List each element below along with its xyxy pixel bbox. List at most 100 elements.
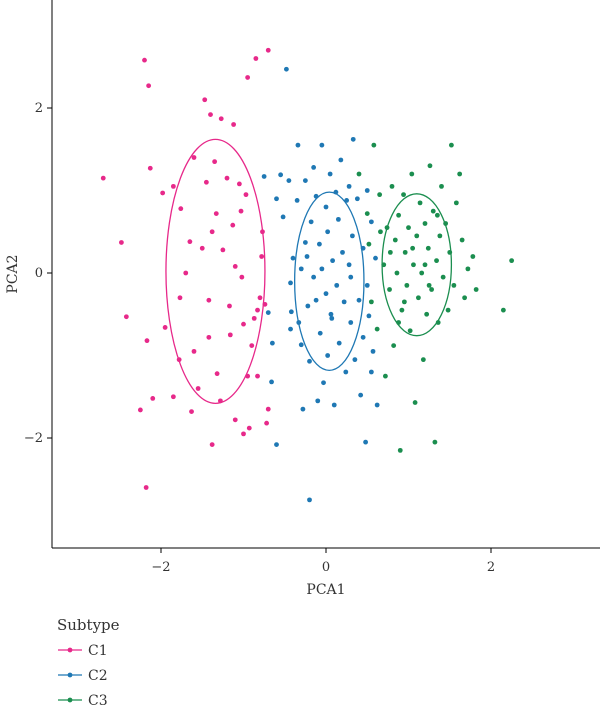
point-c1 <box>213 211 219 217</box>
point-c3 <box>377 192 383 198</box>
point-c3 <box>387 287 392 292</box>
point-c1 <box>191 348 197 354</box>
point-c1 <box>259 254 265 259</box>
point-c3 <box>407 328 413 334</box>
y-tick-label: −2 <box>24 431 43 446</box>
point-c1 <box>255 373 260 379</box>
point-c2 <box>269 340 275 346</box>
point-c1 <box>195 386 201 391</box>
point-c3 <box>435 320 441 325</box>
ellipse-c3 <box>381 193 453 337</box>
point-c2 <box>330 258 335 264</box>
point-c3 <box>396 320 401 325</box>
point-c2 <box>288 309 294 315</box>
point-c1 <box>243 192 249 198</box>
point-c3 <box>430 208 436 214</box>
point-c2 <box>358 392 364 398</box>
point-c2 <box>338 157 344 163</box>
point-c3 <box>397 447 403 453</box>
point-c3 <box>384 225 390 231</box>
point-c3 <box>434 212 440 218</box>
point-c1 <box>238 208 244 214</box>
point-c2 <box>295 142 301 148</box>
point-c3 <box>410 245 416 251</box>
x-axis-title: PCA1 <box>306 582 345 598</box>
point-c2 <box>294 198 300 203</box>
point-c2 <box>308 219 314 225</box>
point-c1 <box>183 270 189 276</box>
point-c1 <box>218 398 223 404</box>
point-c1 <box>246 425 252 431</box>
point-c1 <box>147 165 153 171</box>
y-axis-title: PCA2 <box>5 254 21 293</box>
point-c1 <box>239 274 245 280</box>
point-c1 <box>214 371 220 377</box>
point-c3 <box>445 307 451 313</box>
point-c2 <box>274 196 279 202</box>
point-c2 <box>274 442 279 447</box>
point-c1 <box>206 297 212 303</box>
point-c1 <box>230 222 236 228</box>
point-c3 <box>429 287 434 292</box>
point-c3 <box>457 171 463 177</box>
point-c1 <box>253 56 259 61</box>
point-c2 <box>346 262 352 268</box>
point-c2 <box>325 353 331 358</box>
point-c2 <box>364 282 370 288</box>
point-c3 <box>422 262 428 268</box>
point-c1 <box>160 190 166 196</box>
point-c3 <box>437 233 443 239</box>
point-c1 <box>191 155 197 160</box>
point-c1 <box>142 57 147 63</box>
point-c1 <box>150 396 156 401</box>
point-c3 <box>500 307 506 313</box>
point-c2 <box>278 172 284 178</box>
point-c3 <box>425 245 431 251</box>
point-c1 <box>257 295 263 301</box>
point-c3 <box>440 274 446 280</box>
point-c1 <box>137 407 143 413</box>
point-c2 <box>261 174 267 179</box>
point-c3 <box>391 343 397 348</box>
point-c1 <box>177 295 183 301</box>
point-c2 <box>360 245 366 251</box>
point-c3 <box>406 225 411 231</box>
point-c1 <box>100 175 106 181</box>
point-c2 <box>348 274 354 280</box>
point-c2 <box>302 178 308 184</box>
point-c2 <box>288 280 293 286</box>
point-c3 <box>401 299 407 305</box>
legend: Subtype C1 C2 C3 <box>57 616 120 708</box>
point-c3 <box>402 249 408 255</box>
point-c3 <box>422 221 428 226</box>
point-c3 <box>383 373 388 379</box>
point-c3 <box>401 192 406 198</box>
legend-label-c2: C2 <box>88 668 108 684</box>
point-c2 <box>313 193 319 199</box>
point-c2 <box>370 348 376 354</box>
point-c1 <box>241 431 246 437</box>
point-c3 <box>424 311 430 317</box>
point-c1 <box>245 75 251 80</box>
point-c1 <box>245 373 251 379</box>
point-c2 <box>305 303 311 309</box>
point-c1 <box>144 338 150 344</box>
point-c2 <box>348 320 354 325</box>
point-c1 <box>224 175 230 181</box>
point-c1 <box>178 206 184 212</box>
point-c1 <box>241 321 246 327</box>
point-c3 <box>371 142 377 148</box>
point-c3 <box>447 249 453 255</box>
point-c2 <box>334 282 340 288</box>
point-c3 <box>443 221 449 226</box>
point-c2 <box>350 136 356 142</box>
axes <box>51 0 600 549</box>
point-c3 <box>426 282 432 288</box>
point-c2 <box>341 299 347 305</box>
point-c3 <box>449 142 454 148</box>
point-c1 <box>199 245 205 251</box>
x-tick-label: 2 <box>487 560 495 575</box>
point-c1 <box>143 485 149 490</box>
point-c3 <box>356 171 362 177</box>
